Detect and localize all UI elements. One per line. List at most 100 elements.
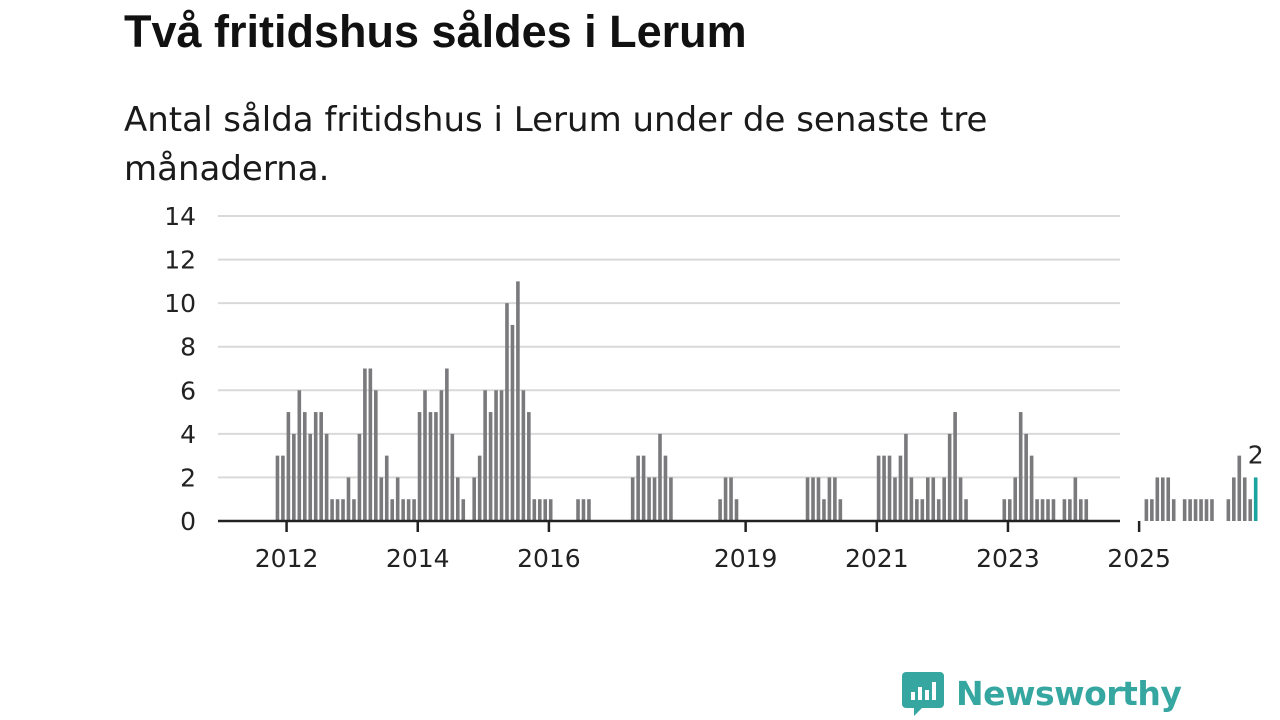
y-tick-label: 14 [164, 202, 196, 231]
bar [1007, 499, 1012, 521]
bar [882, 455, 886, 521]
bar [401, 499, 405, 521]
bar [587, 499, 591, 521]
bar [964, 499, 968, 521]
bar [1166, 477, 1171, 521]
bar [647, 477, 651, 521]
bar [876, 455, 881, 521]
bar [374, 390, 378, 521]
y-tick-label: 12 [164, 246, 196, 275]
bar [920, 499, 925, 521]
y-tick-label: 2 [180, 463, 196, 492]
bar [390, 499, 395, 521]
bar [1182, 499, 1187, 521]
bar [1035, 499, 1039, 521]
bar [455, 477, 460, 521]
last-value-label: 2 [1248, 440, 1264, 469]
bar [297, 390, 302, 521]
chart-title: Två fritidshus såldes i Lerum [124, 6, 747, 57]
bar [308, 433, 313, 521]
bar [936, 499, 941, 521]
bar [477, 455, 482, 521]
bar [838, 499, 843, 521]
bar [537, 499, 542, 521]
bar [636, 455, 640, 521]
bar [1024, 433, 1028, 521]
chart-subtitle: Antal sålda fritidshus i Lerum under de … [124, 100, 988, 189]
bar [1193, 499, 1198, 521]
bar [335, 499, 340, 521]
bar [527, 412, 531, 521]
bar [641, 455, 646, 521]
x-tick-label: 2019 [714, 544, 778, 573]
bar [494, 390, 498, 521]
bar [313, 412, 318, 521]
bar [947, 433, 952, 521]
bar [341, 499, 345, 521]
bar [445, 368, 449, 521]
y-tick-label: 10 [164, 289, 196, 318]
bar [581, 499, 586, 521]
bar [292, 433, 296, 521]
bar [822, 499, 826, 521]
bar [1002, 499, 1007, 521]
bar [1068, 499, 1072, 521]
bar [1248, 499, 1253, 521]
bar [663, 455, 668, 521]
bar [357, 433, 362, 521]
bar [1210, 499, 1214, 521]
bar [286, 412, 291, 521]
y-tick-label: 0 [180, 507, 196, 536]
bar [1046, 499, 1050, 521]
newsworthy-logo-text: Newsworthy [956, 673, 1182, 713]
bar [734, 499, 739, 521]
bar [379, 477, 384, 521]
bar [887, 455, 892, 521]
bar [942, 477, 946, 521]
bar [346, 477, 351, 521]
bar [652, 477, 657, 521]
bar [1226, 499, 1231, 521]
bar [450, 433, 455, 521]
bar [729, 477, 733, 521]
bar [543, 499, 548, 521]
bar [548, 499, 553, 521]
bar [669, 477, 673, 521]
bar [816, 477, 821, 521]
bar [412, 499, 416, 521]
bar [461, 499, 466, 521]
bar [1160, 477, 1165, 521]
bar [439, 390, 444, 521]
bar [1018, 412, 1023, 521]
bar [811, 477, 815, 521]
x-tick-label: 2014 [386, 544, 450, 573]
bar [1029, 455, 1034, 521]
bar [483, 390, 487, 521]
bar [909, 477, 914, 521]
bar [532, 499, 537, 521]
bar [925, 477, 930, 521]
bar [505, 303, 509, 521]
y-tick-label: 6 [180, 376, 196, 405]
bar [1013, 477, 1018, 521]
bar [953, 412, 957, 521]
bar [958, 477, 963, 521]
y-tick-label: 4 [180, 420, 196, 449]
bar [898, 455, 903, 521]
bar [1171, 499, 1176, 521]
bar [472, 477, 476, 521]
bar [915, 499, 919, 521]
bar [1237, 455, 1242, 521]
bar [827, 477, 832, 521]
bar [488, 412, 493, 521]
bar [395, 477, 400, 521]
bar [630, 477, 635, 521]
bar [1204, 499, 1209, 521]
bar [352, 499, 356, 521]
bar [281, 455, 285, 521]
bar [499, 390, 504, 521]
bar [384, 455, 389, 521]
bar [319, 412, 323, 521]
bar [723, 477, 728, 521]
